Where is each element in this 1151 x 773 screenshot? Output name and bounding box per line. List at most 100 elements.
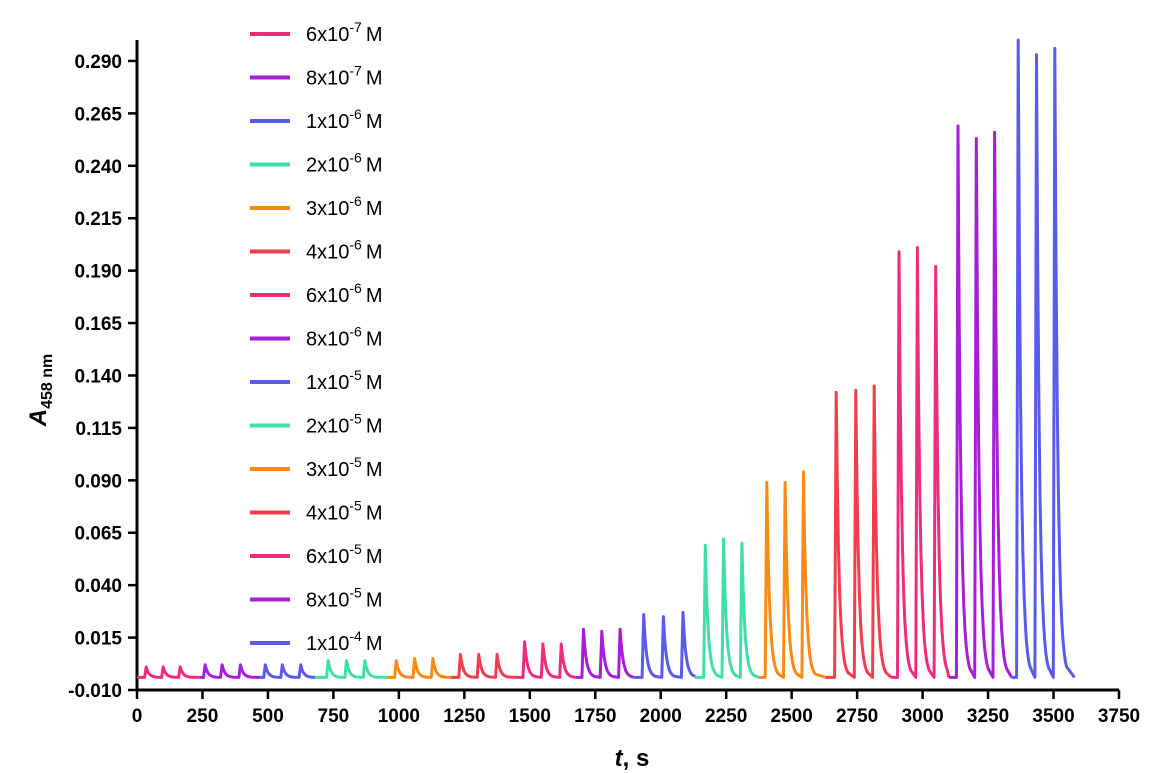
series-line-12 [826, 386, 892, 677]
legend-item: 6x10-5 M [250, 541, 383, 568]
legend-unit: M [366, 372, 383, 394]
legend-item: 1x10-5 M [250, 367, 383, 394]
legend-exponent: -6 [349, 324, 362, 340]
legend-item: 2x10-5 M [250, 411, 383, 438]
legend-mantissa: 8x10 [306, 590, 349, 612]
x-tick-label: 750 [318, 706, 350, 727]
y-axis-title-subscript: 458 nm [39, 354, 56, 409]
y-axis-title-symbol: A [25, 409, 52, 427]
legend-label: 8x10-6 M [306, 324, 383, 351]
y-tick-label: 0.115 [76, 419, 123, 440]
legend-label: 1x10-4 M [306, 628, 383, 655]
legend-label: 3x10-5 M [306, 454, 383, 481]
legend-item: 4x10-5 M [250, 498, 383, 525]
legend-unit: M [366, 590, 383, 612]
legend-mantissa: 2x10 [306, 416, 349, 438]
legend-unit: M [366, 68, 383, 90]
legend-mantissa: 2x10 [306, 155, 349, 177]
x-tick-label: 1000 [378, 706, 420, 727]
legend-exponent: -6 [349, 150, 362, 166]
legend-label: 6x10-7 M [306, 19, 383, 46]
legend-unit: M [366, 503, 383, 525]
legend-unit: M [366, 111, 383, 133]
series-line-11 [759, 472, 826, 678]
series-line-15 [1012, 40, 1075, 677]
legend-exponent: -5 [349, 454, 362, 470]
y-axis: -0.010 0.015 0.040 0.065 0.090 0.115 0.140 0.16… [68, 40, 137, 702]
x-tick-label: 250 [187, 706, 219, 727]
legend-unit: M [366, 285, 383, 307]
legend-mantissa: 8x10 [306, 329, 349, 351]
legend-label: 4x10-6 M [306, 237, 383, 264]
legend-mantissa: 3x10 [306, 459, 349, 481]
legend-label: 1x10-5 M [306, 367, 383, 394]
series-line-14 [949, 126, 1012, 677]
x-tick-label: 1750 [574, 706, 616, 727]
y-tick-label: 0.265 [74, 104, 122, 125]
legend-exponent: -6 [349, 280, 362, 296]
legend-mantissa: 4x10 [306, 242, 349, 264]
y-tick-label: 0.190 [74, 262, 122, 283]
y-tick-label: 0.165 [74, 314, 122, 335]
x-tick-label: 3750 [1098, 706, 1140, 727]
legend-label: 4x10-5 M [306, 498, 383, 525]
legend-item: 4x10-6 M [250, 237, 383, 264]
legend-mantissa: 8x10 [306, 68, 349, 90]
x-tick-label: 3000 [901, 706, 943, 727]
y-tick-label: 0.215 [74, 209, 122, 230]
legend-item: 6x10-7 M [250, 19, 383, 46]
legend-unit: M [366, 633, 383, 655]
y-tick-label: 0.090 [74, 471, 122, 492]
y-tick-label: 0.290 [74, 52, 122, 73]
legend-unit: M [366, 329, 383, 351]
legend-mantissa: 4x10 [306, 503, 349, 525]
legend-exponent: -6 [349, 193, 362, 209]
legend-unit: M [366, 416, 383, 438]
legend-exponent: -4 [349, 628, 362, 644]
legend-mantissa: 1x10 [306, 633, 349, 655]
series-line-2 [200, 665, 260, 678]
legend-mantissa: 1x10 [306, 372, 349, 394]
legend-unit: M [366, 242, 383, 264]
legend-mantissa: 6x10 [306, 24, 349, 46]
legend-item: 2x10-6 M [250, 150, 383, 177]
x-tick-label: 500 [252, 706, 284, 727]
legend-label: 8x10-7 M [306, 63, 383, 90]
legend-exponent: -5 [349, 541, 362, 557]
series-line-10 [695, 539, 759, 677]
legend-label: 3x10-6 M [306, 193, 383, 220]
series-line-7 [515, 642, 575, 678]
legend-exponent: -6 [349, 237, 362, 253]
x-tick-label: 2750 [836, 706, 878, 727]
legend-exponent: -5 [349, 585, 362, 601]
series-line-8 [576, 629, 634, 677]
legend-exponent: -6 [349, 106, 362, 122]
y-tick-label: 0.140 [74, 366, 122, 387]
y-tick-label: 0.040 [74, 576, 122, 597]
legend-label: 6x10-5 M [306, 541, 383, 568]
legend-item: 8x10-7 M [250, 63, 383, 90]
x-tick-label: 1500 [509, 706, 551, 727]
y-tick-label: -0.010 [68, 681, 122, 702]
legend-item: 8x10-6 M [250, 324, 383, 351]
legend-exponent: -5 [349, 498, 362, 514]
legend-unit: M [366, 546, 383, 568]
x-tick-label: 2000 [640, 706, 682, 727]
x-tick-label: 0 [132, 706, 143, 727]
legend-unit: M [366, 155, 383, 177]
legend-item: 1x10-4 M [250, 628, 383, 655]
series-line-13 [891, 248, 949, 678]
legend-label: 1x10-6 M [306, 106, 383, 133]
legend-exponent: -5 [349, 367, 362, 383]
x-tick-label: 3250 [967, 706, 1009, 727]
legend-exponent: -7 [349, 19, 362, 35]
legend-mantissa: 6x10 [306, 546, 349, 568]
y-tick-label: 0.240 [74, 157, 122, 178]
plot-area [137, 40, 1075, 677]
series-line-5 [387, 659, 451, 678]
legend-exponent: -7 [349, 63, 362, 79]
legend-unit: M [366, 24, 383, 46]
legend-label: 2x10-6 M [306, 150, 383, 177]
series-line-1 [137, 667, 200, 678]
